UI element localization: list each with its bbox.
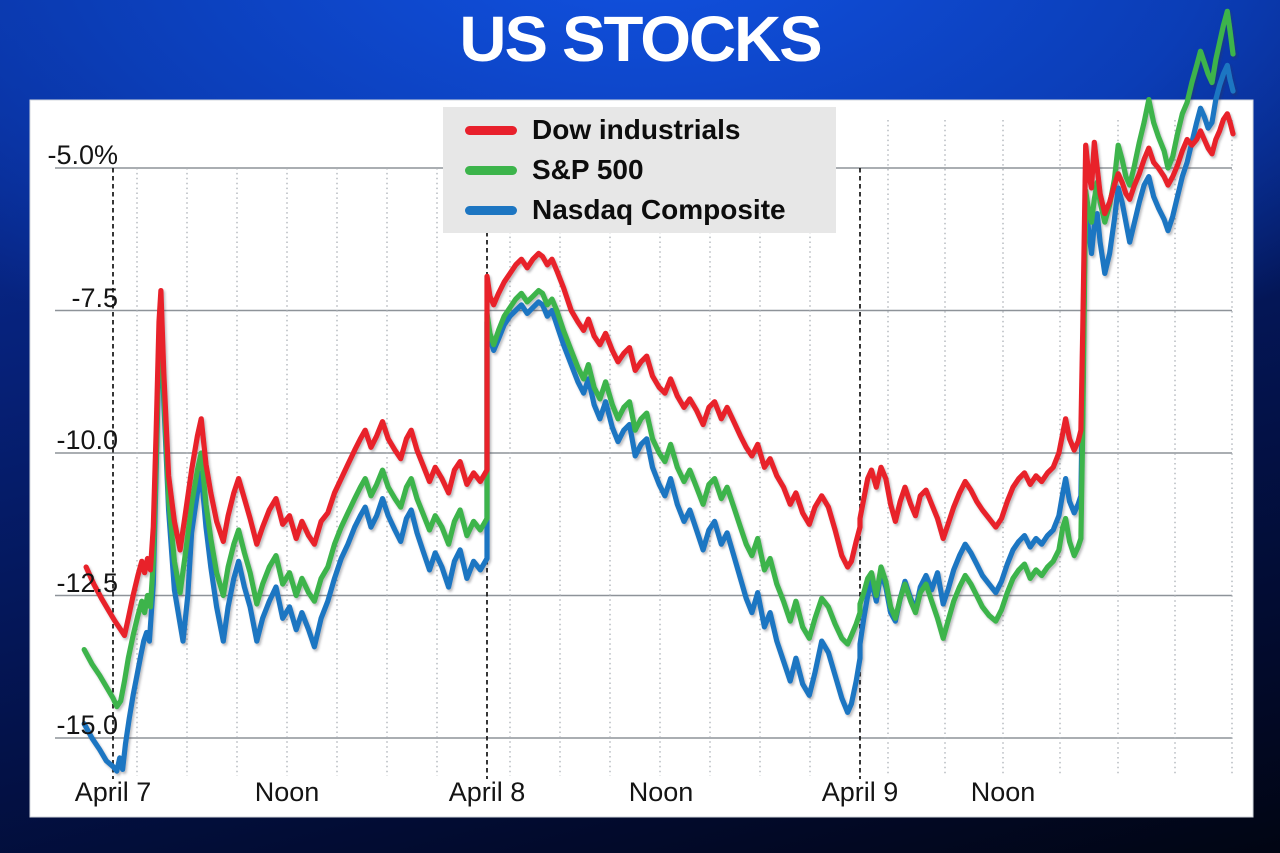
legend-label-nasdaq: Nasdaq Composite (532, 194, 786, 225)
legend-item-nasdaq: Nasdaq Composite (443, 194, 836, 226)
legend-label-dow: Dow industrials (532, 114, 741, 145)
legend-label-sp500: S&P 500 (532, 154, 644, 185)
legend-item-dow: Dow industrials (443, 114, 836, 146)
series-lines (81, 8, 1236, 774)
legend-item-sp500: S&P 500 (443, 154, 836, 186)
chart-legend: Dow industrials S&P 500 Nasdaq Composite (443, 107, 836, 233)
page-title: US STOCKS (459, 3, 822, 75)
series-line-dow-industrials (83, 111, 1236, 639)
sp500-line-swatch-icon (465, 165, 517, 175)
horizontal-gridlines (55, 167, 1232, 739)
nasdaq-line-swatch-icon (465, 205, 517, 215)
hourly-dotted-gridlines (136, 120, 1233, 776)
dow-line-swatch-icon (465, 125, 517, 135)
